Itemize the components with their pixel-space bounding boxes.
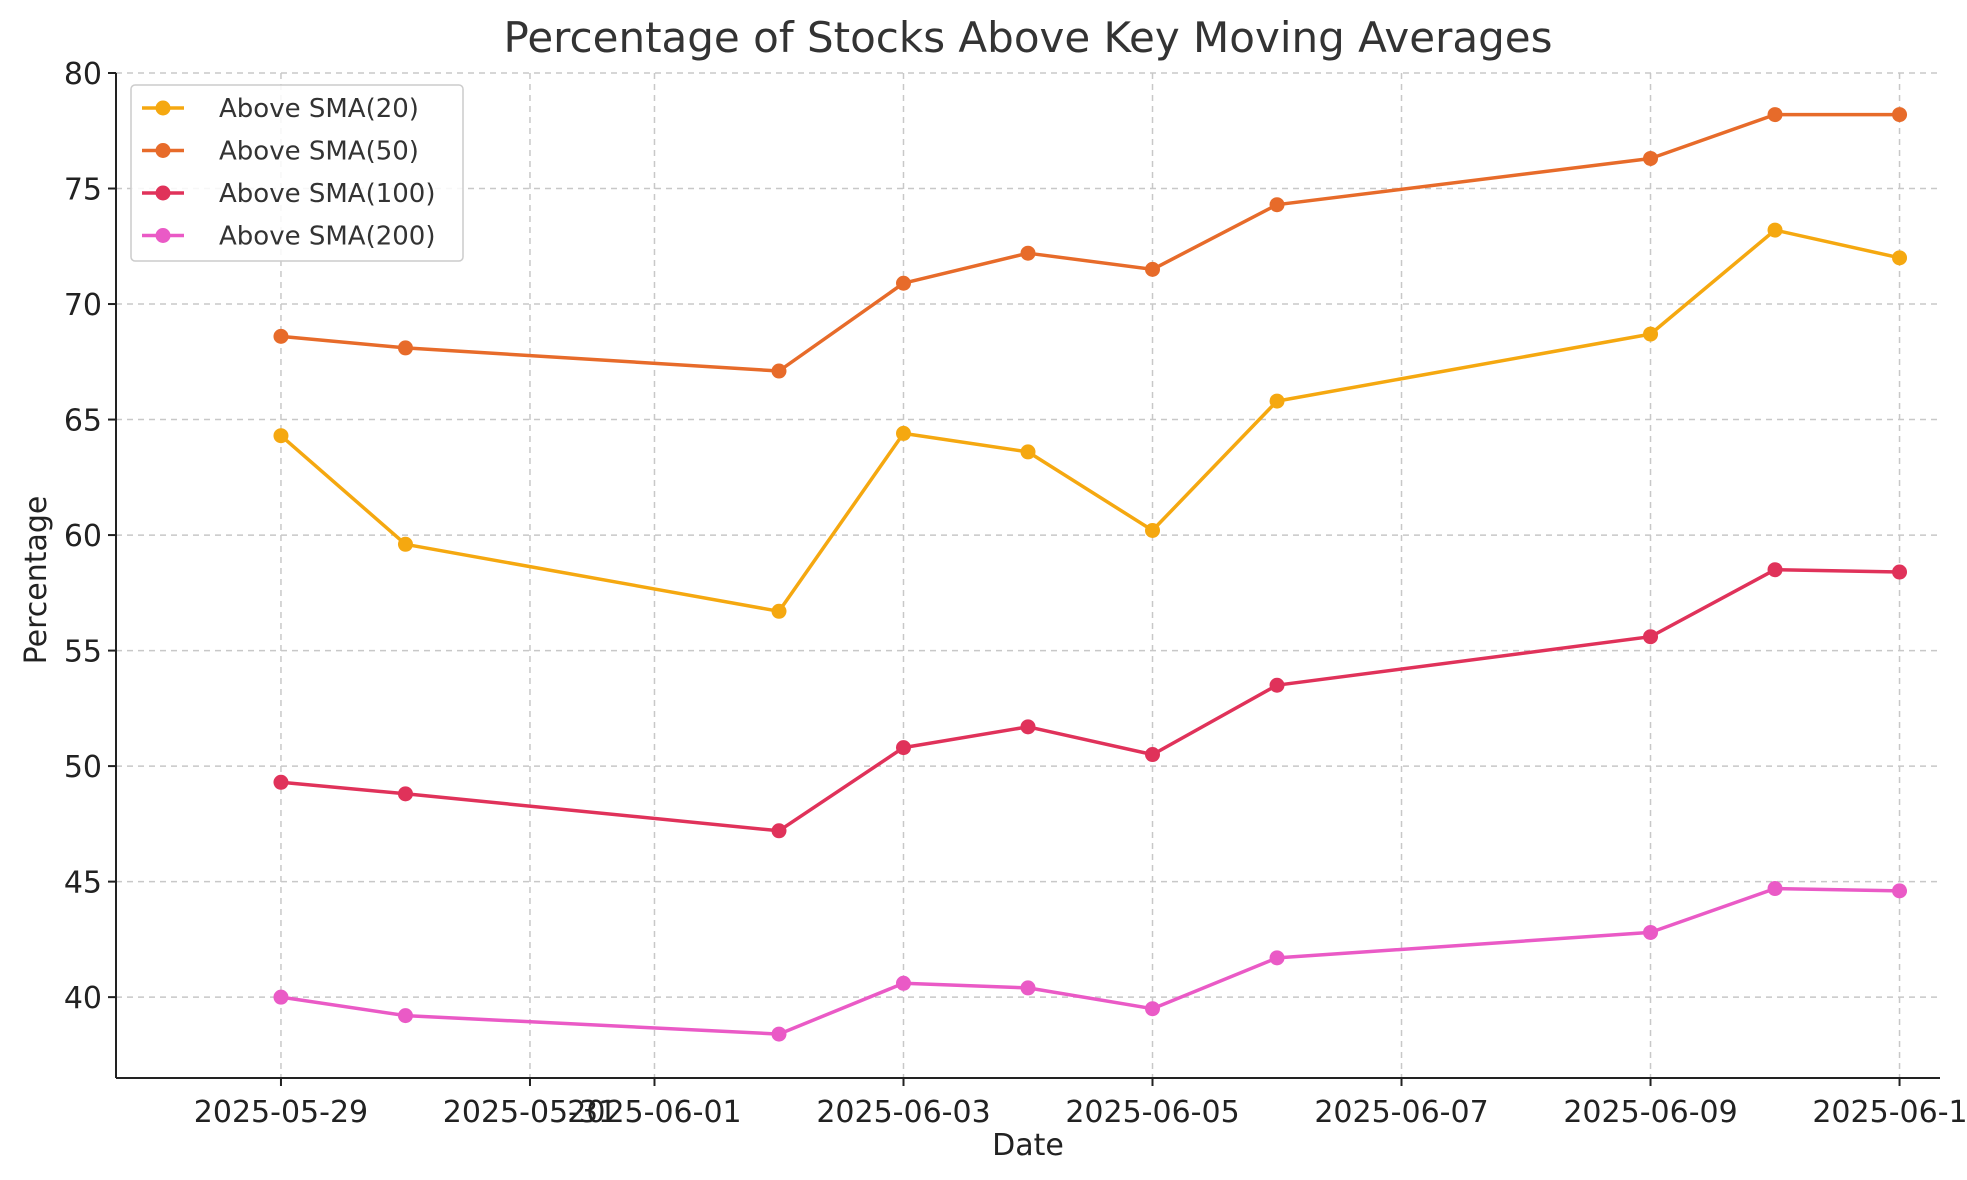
- y-tick-label: 65: [64, 404, 102, 439]
- data-point: [771, 823, 787, 839]
- data-point: [1145, 522, 1161, 538]
- data-point: [1643, 629, 1659, 645]
- data-point: [1269, 197, 1285, 213]
- data-point: [1892, 564, 1908, 580]
- data-point: [771, 363, 787, 379]
- data-point: [397, 786, 413, 802]
- data-point: [1020, 719, 1036, 735]
- axes: [108, 72, 1940, 1086]
- data-point: [1892, 107, 1908, 123]
- legend-swatch-marker: [155, 228, 171, 243]
- y-axis-label: Percentage: [19, 496, 54, 665]
- data-point: [273, 989, 289, 1005]
- grid-lines: [116, 72, 1940, 1078]
- series-lines: [273, 107, 1908, 1042]
- data-point: [273, 774, 289, 790]
- data-point: [1767, 222, 1783, 238]
- data-point: [1767, 107, 1783, 123]
- data-point: [397, 340, 413, 356]
- data-point: [1020, 245, 1036, 261]
- data-point: [771, 1026, 787, 1042]
- data-point: [895, 425, 911, 441]
- data-point: [1892, 250, 1908, 266]
- data-point: [771, 603, 787, 619]
- series-2: [273, 107, 1908, 379]
- data-point: [397, 1008, 413, 1024]
- legend: Above SMA(20) Above SMA(50) Above SMA(100)…: [130, 84, 464, 262]
- data-point: [1269, 393, 1285, 409]
- legend-item: Above SMA(200): [142, 222, 435, 252]
- series-1: [273, 222, 1908, 619]
- y-tick-label: 45: [64, 866, 102, 901]
- legend-item: Above SMA(20): [142, 94, 419, 124]
- data-point: [1643, 924, 1659, 940]
- data-point: [273, 428, 289, 444]
- data-point: [1145, 261, 1161, 277]
- x-tick-label: 2025-05-31: [443, 1095, 617, 1130]
- x-tick-label: 2025-06-03: [816, 1095, 990, 1130]
- x-axis-label: Date: [992, 1128, 1064, 1163]
- y-tick-label: 60: [64, 519, 102, 554]
- y-tick-label: 55: [64, 635, 102, 670]
- x-tick-label: 2025-06-07: [1314, 1095, 1488, 1130]
- x-tick-label: 2025-06-11: [1812, 1095, 1967, 1130]
- series-4: [273, 881, 1908, 1042]
- x-tick-label: 2025-06-01: [567, 1095, 741, 1130]
- data-point: [1269, 677, 1285, 693]
- data-point: [1643, 150, 1659, 166]
- legend-box: [130, 84, 464, 262]
- y-tick-label: 75: [64, 173, 102, 208]
- legend-label: Above SMA(200): [219, 222, 435, 252]
- legend-item: Above SMA(50): [142, 137, 419, 167]
- data-point: [273, 328, 289, 344]
- data-point: [1767, 562, 1783, 578]
- legend-swatch-marker: [155, 185, 171, 201]
- series-line: [280, 886, 1900, 1036]
- data-point: [1643, 326, 1659, 342]
- data-point: [397, 536, 413, 552]
- data-point: [895, 275, 911, 291]
- data-point: [1020, 444, 1036, 460]
- series-line: [280, 112, 1900, 373]
- y-tick-label: 40: [64, 981, 102, 1016]
- x-tick-label: 2025-05-29: [194, 1095, 368, 1130]
- data-point: [1269, 950, 1285, 966]
- legend-swatch-marker: [155, 143, 171, 158]
- data-point: [1145, 747, 1161, 763]
- chart-title: Percentage of Stocks Above Key Moving Av…: [504, 13, 1553, 62]
- series-3: [273, 562, 1908, 839]
- x-tick-label: 2025-06-09: [1563, 1095, 1737, 1130]
- legend-label: Above SMA(20): [219, 94, 419, 124]
- data-point: [1892, 883, 1908, 899]
- legend-item: Above SMA(100): [142, 179, 435, 209]
- data-point: [1020, 980, 1036, 996]
- series-line: [279, 228, 1900, 614]
- y-tick-label: 70: [64, 288, 102, 323]
- data-point: [895, 740, 911, 756]
- data-point: [1767, 881, 1783, 897]
- data-point: [895, 975, 911, 991]
- legend-label: Above SMA(50): [219, 137, 419, 167]
- legend-swatch-marker: [155, 100, 171, 116]
- series-line: [280, 567, 1900, 833]
- y-tick-label: 50: [64, 750, 102, 785]
- data-point: [1145, 1001, 1161, 1017]
- legend-label: Above SMA(100): [219, 179, 435, 209]
- y-tick-label: 80: [64, 57, 102, 92]
- x-tick-label: 2025-06-05: [1065, 1095, 1239, 1130]
